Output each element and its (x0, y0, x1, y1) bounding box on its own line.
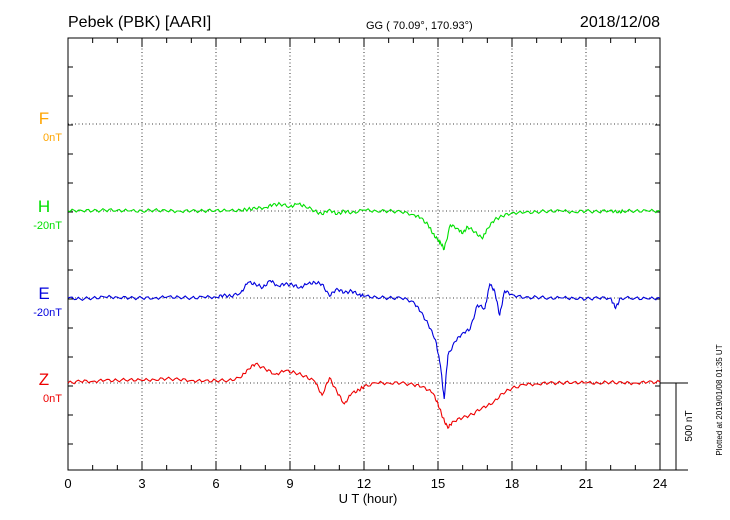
series-labels: F 0nT H -20nT E -20nT Z 0nT (33, 109, 62, 405)
series-name-e: E (38, 284, 49, 303)
series-offset-f: 0nT (43, 132, 62, 144)
x-tick-label: 12 (357, 476, 371, 491)
scale-bar-label: 500 nT (684, 410, 695, 441)
geographic-coords: GG ( 70.09°, 170.93°) (366, 20, 473, 32)
x-tick-label: 18 (505, 476, 519, 491)
trace-e (67, 279, 661, 399)
trace-z (67, 362, 661, 430)
x-tick-label: 6 (212, 476, 219, 491)
x-tick-label: 3 (138, 476, 145, 491)
series-name-h: H (38, 197, 50, 216)
x-tick-label: 9 (286, 476, 293, 491)
axis-ticks (67, 37, 661, 470)
x-axis-label: U T (hour) (339, 491, 398, 506)
grid-lines (68, 38, 660, 470)
plot-frame (67, 37, 661, 471)
trace-h (67, 201, 661, 251)
series-offset-e: -20nT (33, 307, 62, 319)
data-traces (67, 201, 661, 430)
scale-bar: 500 nT (660, 382, 695, 471)
x-tick-label: 24 (653, 476, 667, 491)
x-tick-label: 15 (431, 476, 445, 491)
series-name-f: F (39, 109, 49, 128)
plotted-timestamp: Plotted at 2019/01/08 01:35 UT (715, 344, 724, 455)
x-tick-label: 0 (64, 476, 71, 491)
x-tick-label: 21 (579, 476, 593, 491)
station-title: Pebek (PBK) [AARI] (68, 14, 211, 31)
series-offset-z: 0nT (43, 393, 62, 405)
date-label: 2018/12/08 (580, 14, 660, 31)
series-name-z: Z (39, 370, 49, 389)
x-tick-labels: 0 3 6 9 12 15 18 21 24 (64, 476, 667, 491)
series-offset-h: -20nT (33, 220, 62, 232)
